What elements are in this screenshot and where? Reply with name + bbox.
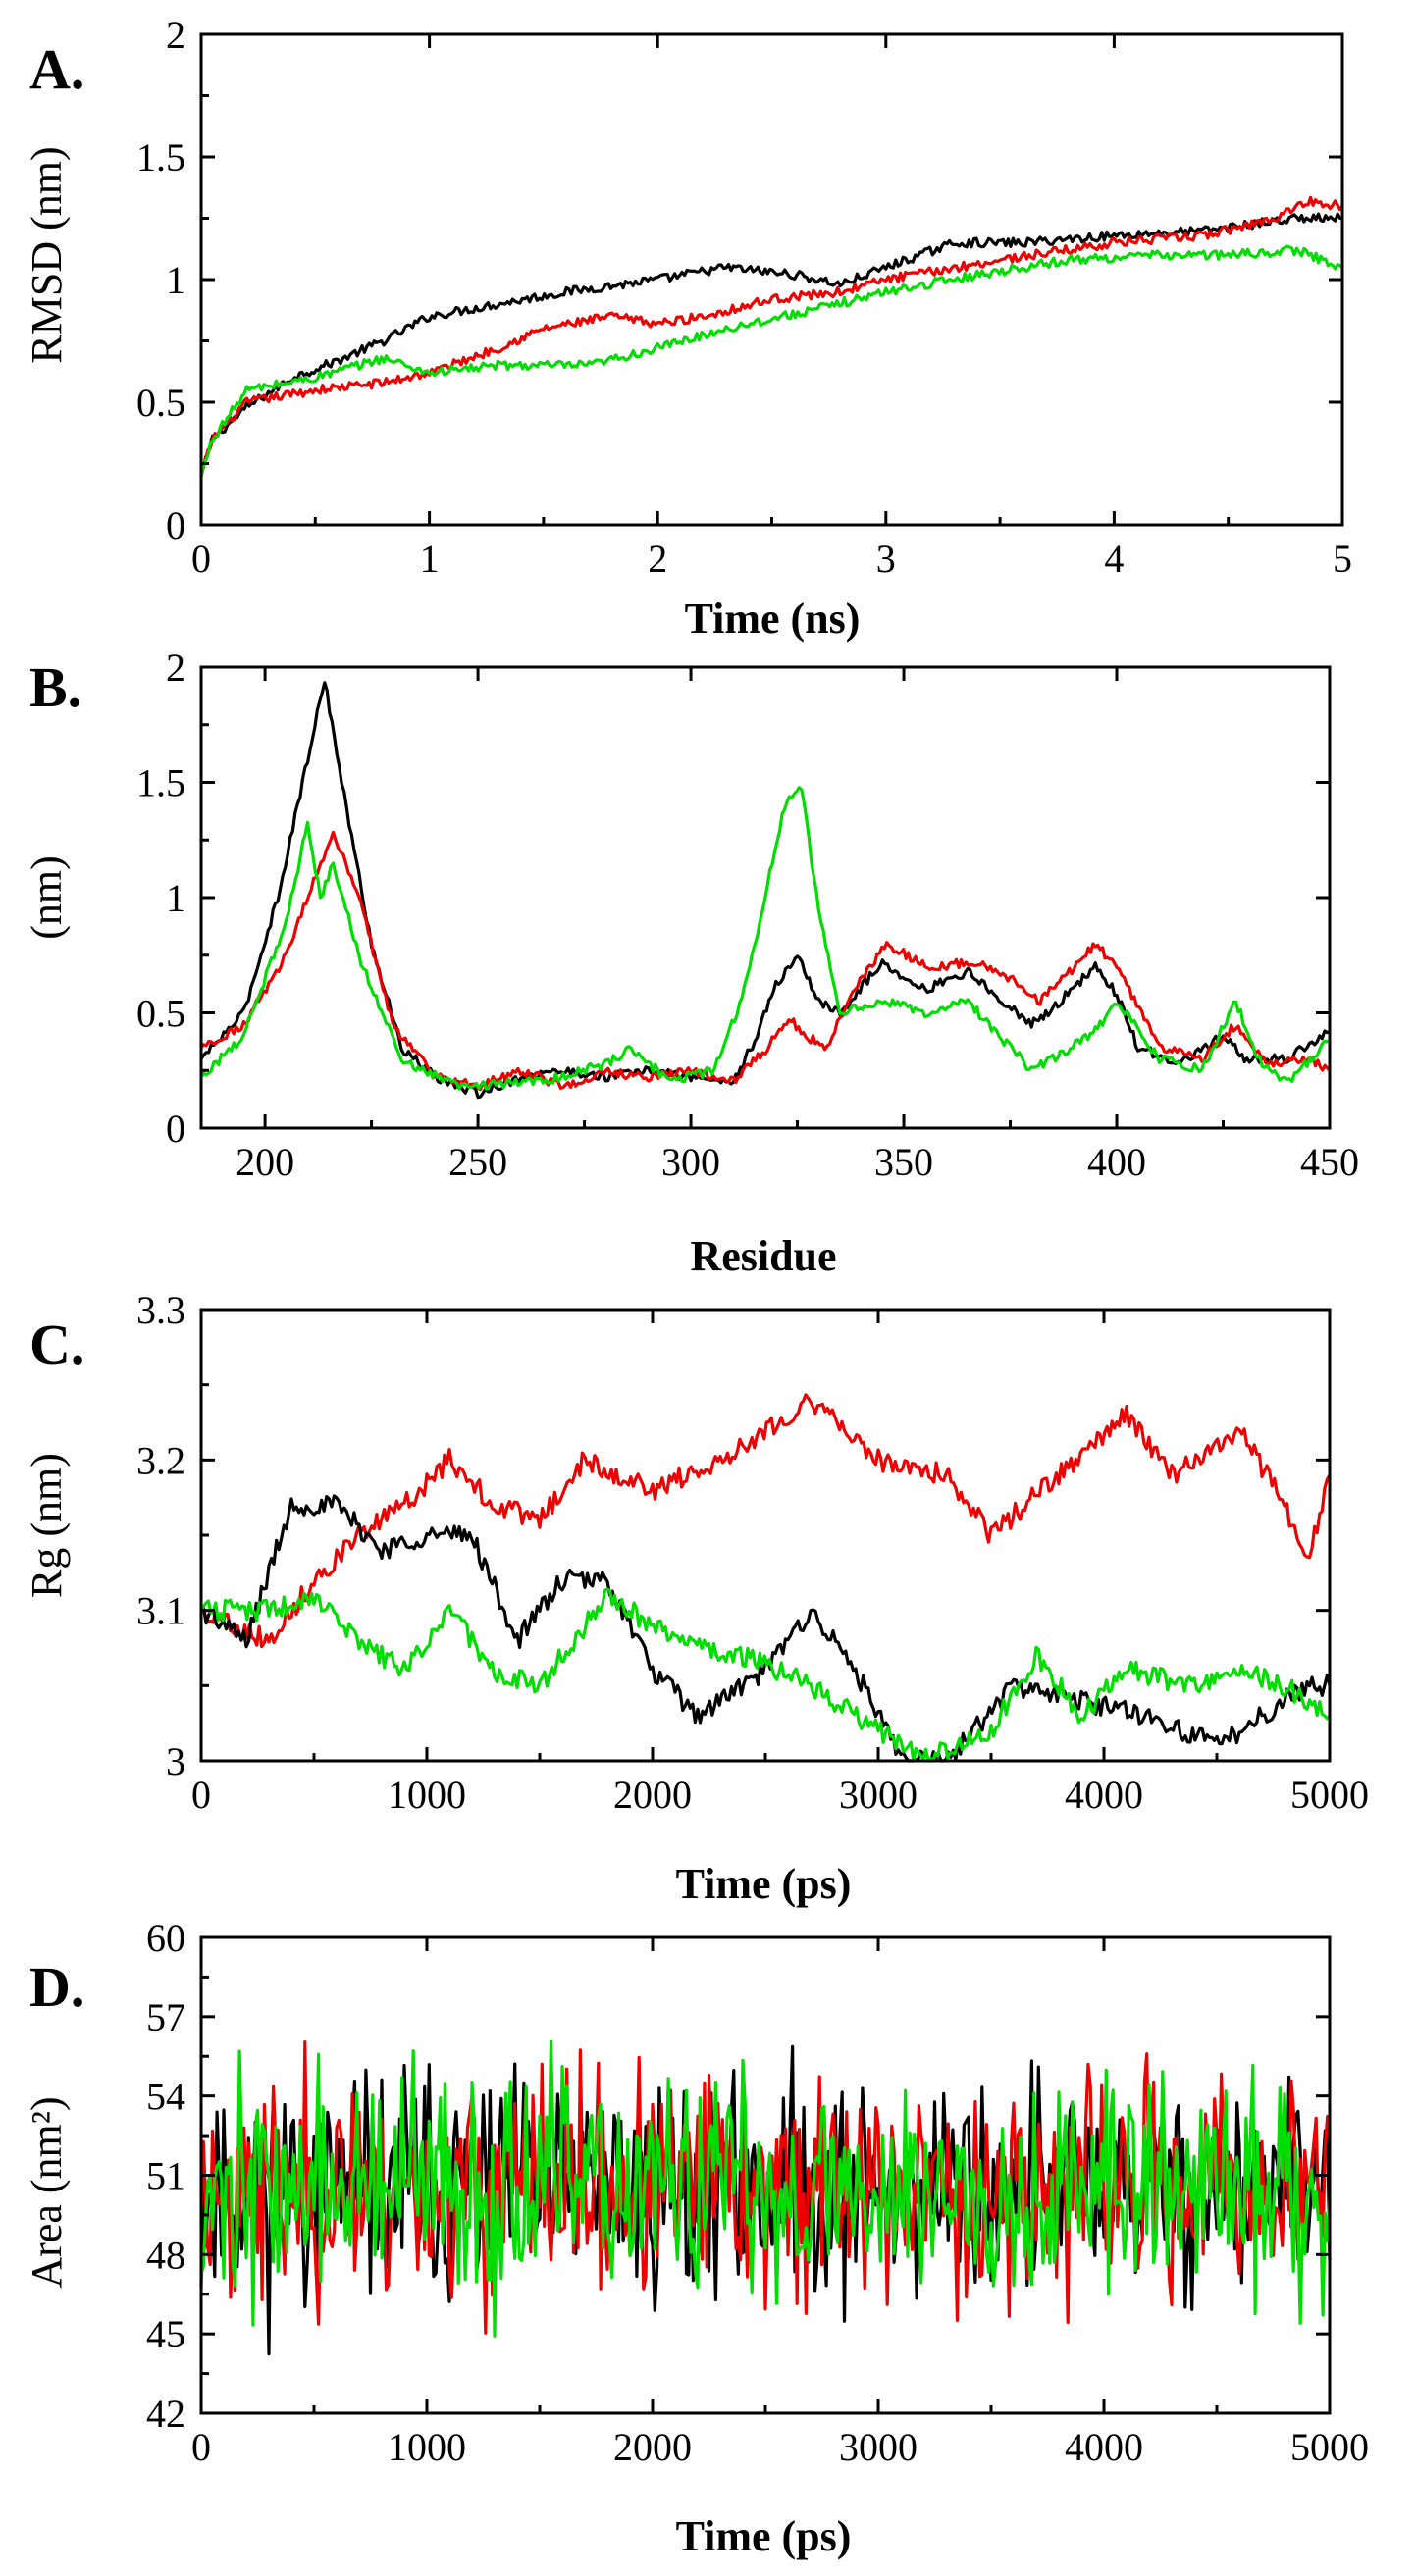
- panel-b-xtick-label: 250: [448, 1140, 507, 1184]
- panel-b-series-group: [199, 681, 1332, 1100]
- panel-b-ylabel: (nm): [23, 855, 71, 940]
- panel-c: C. Rg (nm) Time (ps) 0 1000 2000 3000 4000 50…: [23, 1288, 1369, 1908]
- panel-a-ytick-label: 0.5: [136, 381, 185, 425]
- panel-c-ytick-label: 3.1: [136, 1589, 185, 1633]
- panel-c-xtick-label: 1000: [388, 1773, 466, 1817]
- panel-a-series-group: [199, 195, 1344, 477]
- panel-d: D. Area (nm²) Time (ps) 0 1000 2000 3000 400…: [23, 1916, 1369, 2560]
- panel-b-ytick-label: 1.5: [136, 761, 185, 805]
- panel-a-series-red: [199, 195, 1344, 477]
- panel-b-xlabel: Residue: [690, 1232, 836, 1280]
- panel-d-xtick-label: 1000: [388, 2425, 466, 2469]
- panel-c-xtick-label: 0: [191, 1773, 211, 1817]
- panel-a-xtick-label: 3: [876, 537, 896, 581]
- panel-d-ytick-label: 54: [146, 2075, 185, 2119]
- panel-a-letter: A.: [29, 37, 84, 101]
- panel-d-xtick-label: 4000: [1065, 2425, 1143, 2469]
- panel-c-ytick-label: 3: [166, 1739, 185, 1783]
- panel-c-series-black: [200, 1494, 1332, 1763]
- panel-a-xtick-label: 5: [1333, 537, 1352, 581]
- panel-c-series-red: [200, 1393, 1332, 1649]
- panel-b-xtick-label: 300: [661, 1140, 720, 1184]
- panel-b-series-black: [199, 681, 1331, 1100]
- panel-b-xtick-label: 200: [236, 1140, 294, 1184]
- panel-b: B. (nm) Residue 200 250 300 350 400 450 0 0.5 1 1…: [23, 645, 1359, 1280]
- panel-d-xtick-label: 3000: [839, 2425, 918, 2469]
- panel-b-xtick-label: 450: [1300, 1140, 1359, 1184]
- panel-a-ytick-label: 2: [166, 13, 185, 57]
- panel-c-xtick-label: 2000: [613, 1773, 692, 1817]
- panel-b-ytick-label: 0: [166, 1107, 185, 1151]
- panel-c-xtick-label: 4000: [1065, 1773, 1143, 1817]
- panel-c-series-green: [199, 1587, 1332, 1763]
- panel-d-ytick-label: 60: [146, 1916, 185, 1960]
- panel-d-xlabel: Time (ps): [676, 2512, 852, 2560]
- panel-c-xtick-label: 5000: [1290, 1773, 1369, 1817]
- panel-c-ytick-label: 3.2: [136, 1438, 185, 1482]
- panel-b-ytick-label: 1: [166, 876, 185, 920]
- panel-d-ylabel: Area (nm²): [23, 2096, 71, 2288]
- panel-a-xtick-label: 4: [1104, 537, 1124, 581]
- panel-a-ylabel: RMSD (nm): [23, 146, 71, 363]
- panel-b-xtick-label: 350: [874, 1140, 933, 1184]
- panel-d-ytick-label: 48: [146, 2233, 185, 2277]
- panel-a-ytick-label: 1: [166, 258, 185, 302]
- panel-d-ytick-label: 45: [146, 2312, 185, 2356]
- panel-d-series-red: [199, 2040, 1332, 2335]
- panel-c-ytick-label: 3.3: [136, 1288, 185, 1332]
- panel-a-ytick-label: 1.5: [136, 135, 185, 180]
- panel-a-xtick-label: 0: [191, 537, 211, 581]
- panel-d-series-group: [199, 2039, 1332, 2356]
- panel-a: A. RMSD (nm) Time (ns) 0 1 2 3 4 5 0 0.5 1 1.5 2: [23, 13, 1352, 643]
- panel-b-letter: B.: [29, 655, 81, 719]
- panel-d-xtick-label: 2000: [613, 2425, 692, 2469]
- panel-b-xtick-label: 400: [1087, 1140, 1146, 1184]
- panel-a-xtick-label: 2: [648, 537, 667, 581]
- panel-d-xtick-label: 0: [191, 2425, 211, 2469]
- panel-d-letter: D.: [29, 1955, 84, 2019]
- panel-d-series-green: [199, 2039, 1332, 2338]
- panel-b-series-green: [199, 786, 1331, 1091]
- panel-d-ytick-label: 57: [146, 1995, 185, 2039]
- panel-c-series-group: [199, 1393, 1332, 1763]
- panel-a-ytick-label: 0: [166, 503, 185, 547]
- panel-c-xtick-label: 3000: [839, 1773, 918, 1817]
- panel-a-series-black: [199, 212, 1343, 477]
- panel-d-xtick-label: 5000: [1290, 2425, 1369, 2469]
- panel-d-ytick-label: 42: [146, 2392, 185, 2436]
- panel-c-letter: C.: [29, 1313, 84, 1376]
- panel-d-ytick-label: 51: [146, 2154, 185, 2198]
- panel-a-series-green: [199, 244, 1343, 477]
- panel-b-series-red: [199, 830, 1332, 1092]
- panel-a-xlabel: Time (ns): [685, 594, 861, 643]
- panel-a-frame: [199, 32, 1344, 527]
- panel-a-xtick-label: 1: [420, 537, 440, 581]
- panel-c-xlabel: Time (ps): [676, 1860, 852, 1908]
- panel-c-ylabel: Rg (nm): [23, 1453, 71, 1598]
- panel-b-ytick-label: 0.5: [136, 992, 185, 1036]
- panel-b-ytick-label: 2: [166, 645, 185, 690]
